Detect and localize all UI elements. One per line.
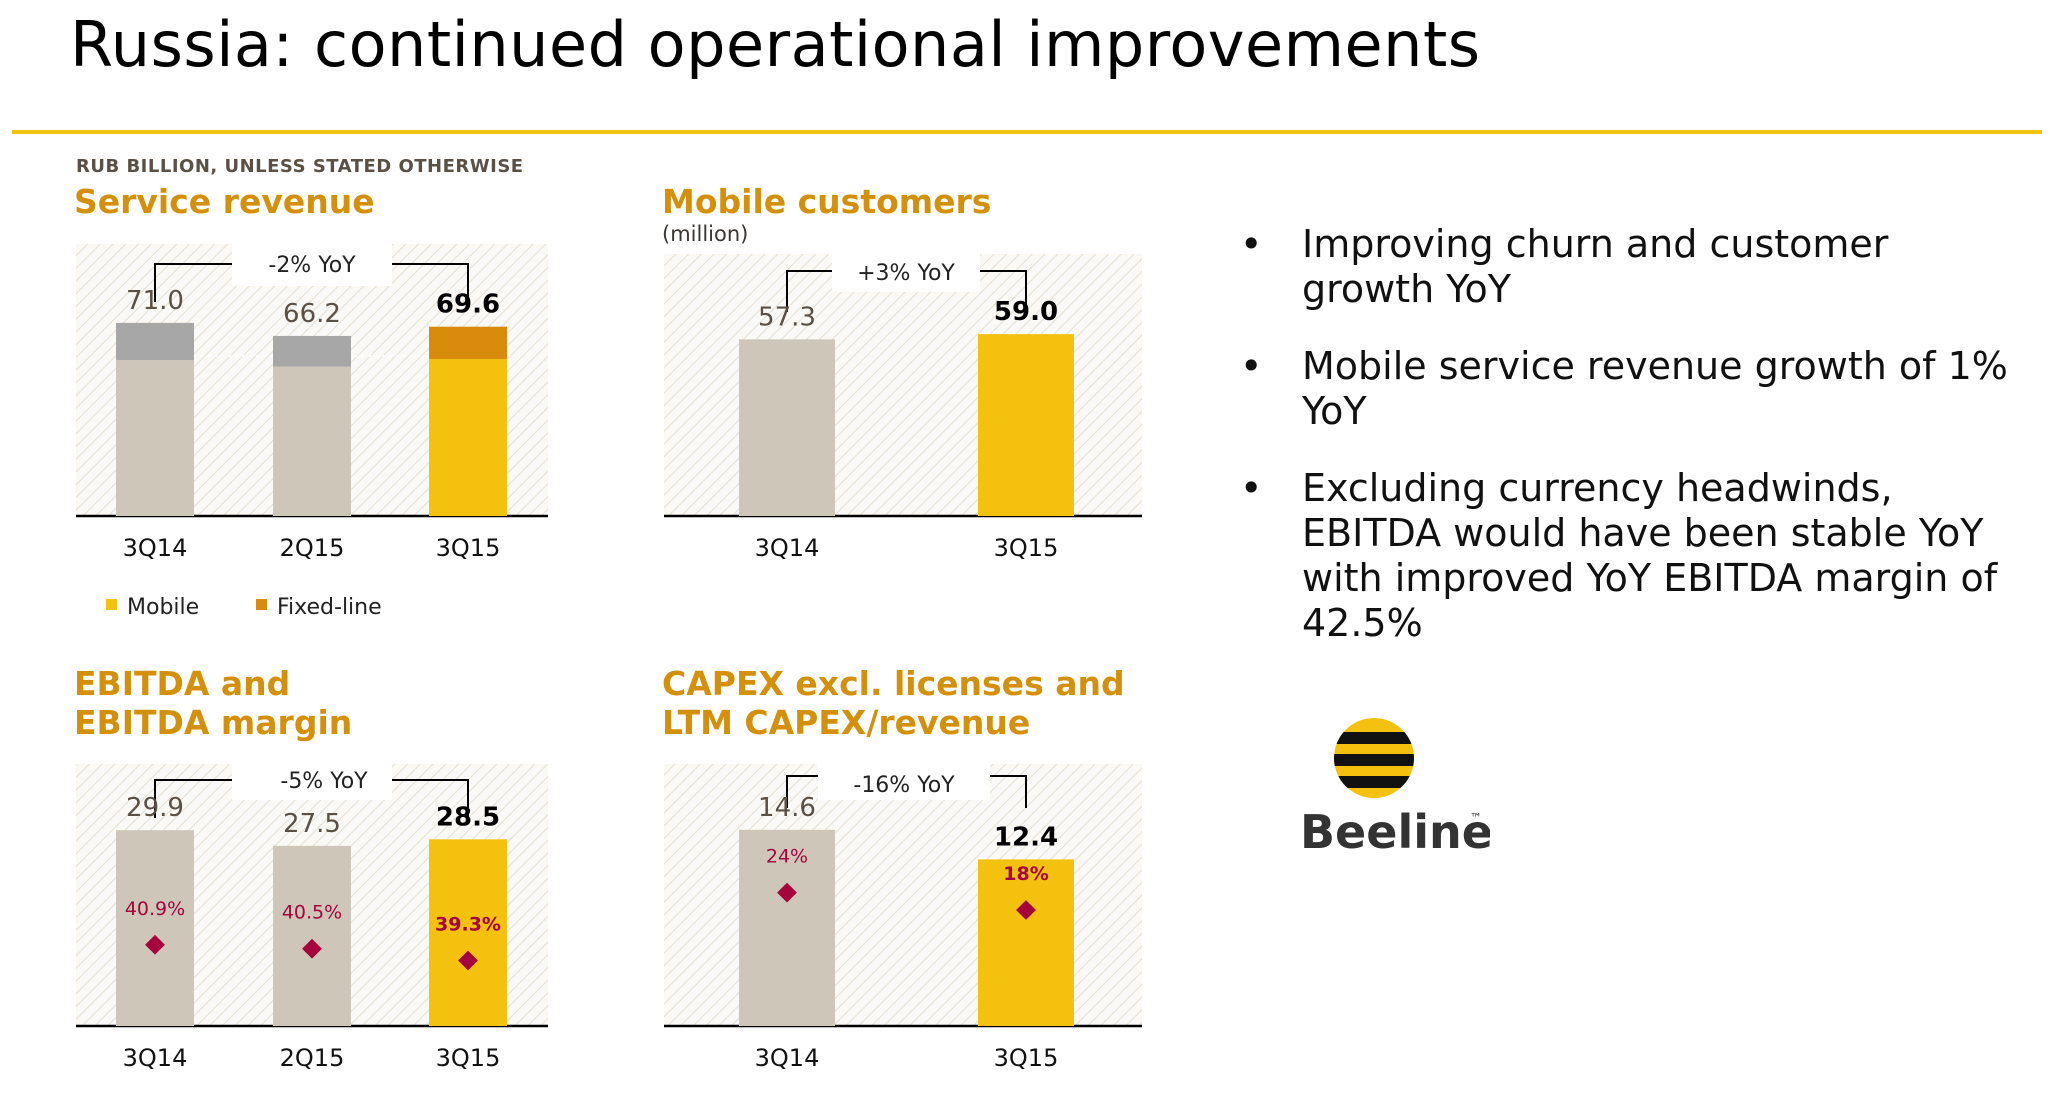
- total-label: 66.2: [283, 299, 341, 329]
- category-label: 2Q15: [280, 534, 345, 562]
- bar: [429, 839, 507, 1026]
- service-revenue-bracket-right: [392, 263, 469, 302]
- mobile-customers-title: Mobile customers: [662, 182, 992, 221]
- value-label: 14.6: [758, 793, 816, 823]
- value-label: 28.5: [436, 802, 500, 832]
- total-label: 69.6: [436, 290, 500, 320]
- ebitda-chart: -5% YoY 29.9 40.9% 3Q14 27.5 40.5% 2Q15 28.5 39…: [76, 762, 548, 1072]
- bullet-dot: •: [1240, 222, 1263, 266]
- value-label: 12.4: [994, 822, 1058, 852]
- bullet-text: Improving churn and customer growth YoY: [1302, 222, 1889, 311]
- bullet-item: • Improving churn and customer growth YoY: [1240, 222, 2020, 312]
- margin-marker: [302, 938, 322, 959]
- margin-marker: [458, 950, 478, 971]
- margin-label: 40.9%: [125, 898, 185, 920]
- margin-label: 39.3%: [435, 914, 501, 936]
- category-label: 3Q15: [436, 1044, 501, 1072]
- mobile-customers-yoy: +3% YoY: [857, 261, 955, 286]
- mobile-customers-bracket-left: [786, 270, 832, 312]
- margin-marker: [777, 882, 797, 903]
- category-label: 3Q15: [436, 534, 501, 562]
- ebitda-yoy-box: [232, 762, 392, 800]
- ebitda-title-line1: EBITDA and: [74, 664, 291, 703]
- category-label: 3Q15: [994, 534, 1059, 562]
- bar: [273, 845, 351, 1026]
- capex-title-line1: CAPEX excl. licenses and: [662, 664, 1125, 703]
- legend-fixed-line-swatch: [256, 599, 267, 610]
- value-label: 27.5: [283, 809, 341, 839]
- capex-bars: 14.6 24% 3Q14 12.4 18% 3Q15: [739, 793, 1074, 1072]
- capex-yoy-box: [818, 764, 990, 800]
- ebitda-bracket-left: [154, 779, 232, 818]
- service-revenue-bars: 71.0 3Q14 66.2 2Q15 69.6 3Q15: [116, 286, 507, 562]
- capex-bracket-left: [786, 775, 818, 808]
- service-revenue-yoy-box: [232, 244, 392, 286]
- beeline-logo-tm: ™: [1470, 811, 1482, 825]
- margin-marker: [1016, 900, 1036, 920]
- bullet-item: • Excluding currency headwinds, EBITDA wo…: [1240, 466, 2020, 646]
- bullet-item: • Mobile service revenue growth of 1% YoY: [1240, 344, 2020, 434]
- mobile-customers-bracket-right: [980, 270, 1027, 312]
- margin-label: 18%: [1003, 863, 1048, 885]
- category-label: 3Q15: [994, 1044, 1059, 1072]
- ebitda-yoy: -5% YoY: [280, 769, 368, 794]
- legend-fixed-line-label: Fixed-line: [277, 595, 382, 620]
- bar-mobile: [116, 360, 194, 516]
- legend-mobile-swatch: [106, 599, 117, 610]
- bar-mobile: [273, 366, 351, 516]
- category-label: 3Q14: [123, 1044, 188, 1072]
- legend-mobile-label: Mobile: [127, 595, 199, 620]
- mobile-customers-subtitle: (million): [662, 222, 749, 246]
- beeline-logo: Beeline ™: [1300, 718, 1490, 859]
- bar-fixed-line: [273, 335, 351, 367]
- bullet-dot: •: [1240, 466, 1263, 510]
- bullet-text: Mobile service revenue growth of 1% YoY: [1302, 344, 2008, 433]
- bar: [116, 830, 194, 1026]
- value-label: 59.0: [994, 297, 1058, 327]
- capex-yoy: -16% YoY: [853, 773, 955, 798]
- total-label: 71.0: [126, 286, 184, 316]
- bar: [739, 829, 835, 1026]
- bar: [739, 339, 835, 516]
- page-title: Russia: continued operational improvemen…: [70, 8, 1481, 81]
- category-label: 3Q14: [755, 534, 820, 562]
- ebitda-title-line2: EBITDA margin: [74, 703, 353, 742]
- service-revenue-yoy: -2% YoY: [268, 253, 356, 278]
- beeline-logo-mark: [1334, 718, 1414, 798]
- capex-bracket-right: [990, 775, 1027, 808]
- bar: [978, 859, 1074, 1026]
- category-label: 2Q15: [280, 1044, 345, 1072]
- bullet-text: Excluding currency headwinds, EBITDA wou…: [1302, 466, 1998, 645]
- capex-title-line2: LTM CAPEX/revenue: [662, 703, 1031, 742]
- category-label: 3Q14: [755, 1044, 820, 1072]
- mobile-customers-yoy-box: [832, 254, 980, 292]
- value-label: 57.3: [758, 302, 816, 332]
- bullet-list: • Improving churn and customer growth YoY…: [1240, 222, 2020, 678]
- units-note: RUB BILLION, UNLESS STATED OTHERWISE: [76, 156, 524, 177]
- ebitda-bars: 29.9 40.9% 3Q14 27.5 40.5% 2Q15 28.5 39.3% 3Q15: [116, 793, 507, 1072]
- title-underline: [12, 130, 2042, 134]
- mobile-customers-bars: 57.3 3Q14 59.0 3Q15: [739, 297, 1074, 562]
- margin-label: 40.5%: [282, 902, 342, 924]
- capex-chart: -16% YoY 14.6 24% 3Q14 12.4 18% 3Q15: [664, 764, 1142, 1072]
- service-revenue-bracket-left: [154, 263, 232, 302]
- category-label: 3Q14: [123, 534, 188, 562]
- bar-fixed-line: [116, 322, 194, 361]
- service-revenue-title: Service revenue: [74, 182, 375, 221]
- margin-label: 24%: [766, 846, 808, 868]
- beeline-logo-text: Beeline: [1300, 805, 1490, 859]
- bar-fixed-line: [429, 326, 507, 360]
- bar-mobile: [429, 359, 507, 516]
- ebitda-bracket-right: [392, 779, 469, 818]
- mobile-customers-chart: +3% YoY 57.3 3Q14 59.0 3Q15: [664, 254, 1142, 562]
- value-label: 29.9: [126, 793, 184, 823]
- bullet-dot: •: [1240, 344, 1263, 388]
- bar: [978, 334, 1074, 516]
